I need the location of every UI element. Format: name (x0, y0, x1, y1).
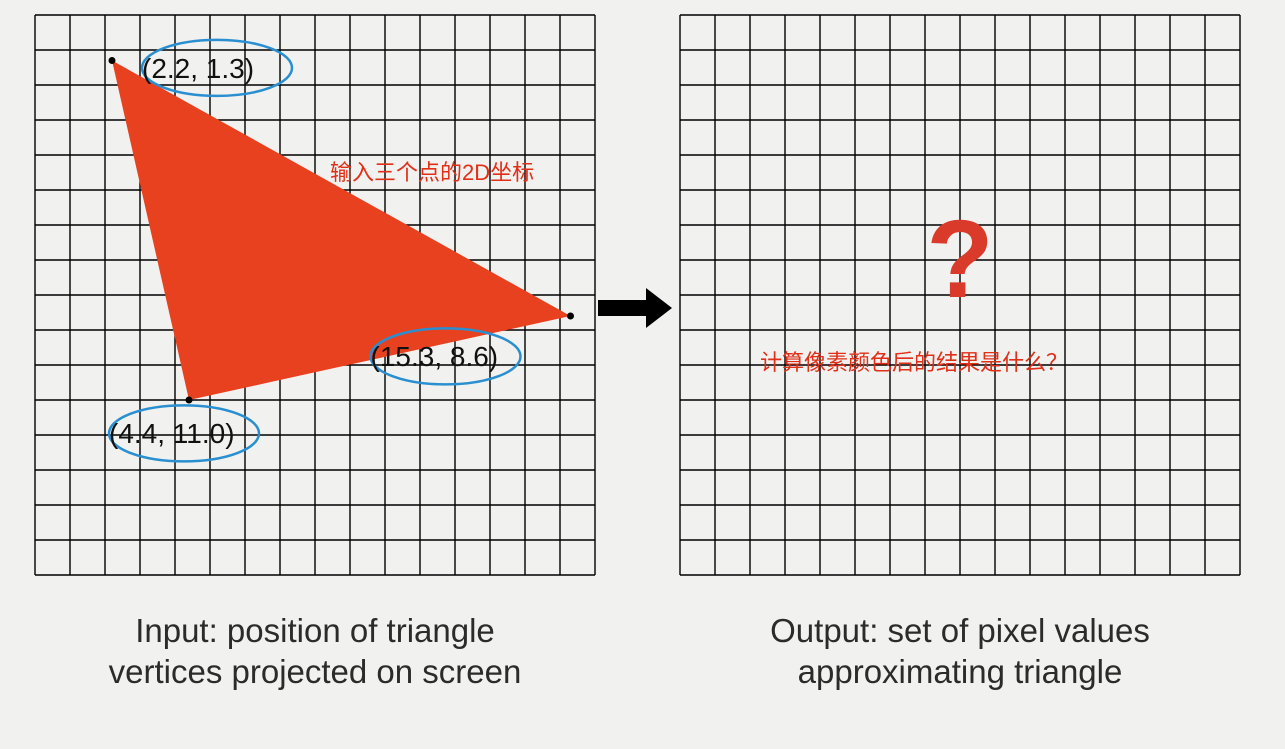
coord-label: (15.3, 8.6) (371, 341, 499, 373)
caption-left-line2: vertices projected on screen (109, 653, 522, 690)
caption-right: Output: set of pixel values approximatin… (680, 610, 1240, 693)
diagram-stage: ? (2.2, 1.3) (15.3, 8.6) (4.4, 11.0) 输入三个点… (0, 0, 1285, 749)
annotation-input-cn: 输入三个点的2D坐标 (330, 155, 534, 187)
annotation-output-cn: 计算像素颜色后的结果是什么？ (760, 345, 1068, 377)
caption-left-line1: Input: position of triangle (135, 612, 495, 649)
caption-right-line2: approximating triangle (798, 653, 1123, 690)
arrow-right (598, 288, 672, 328)
coord-label: (4.4, 11.0) (109, 418, 235, 450)
caption-left: Input: position of triangle vertices pro… (35, 610, 595, 693)
question-mark-icon: ? (926, 198, 993, 321)
caption-right-line1: Output: set of pixel values (770, 612, 1150, 649)
triangle-shape (112, 61, 571, 401)
coord-label: (2.2, 1.3) (142, 53, 254, 85)
